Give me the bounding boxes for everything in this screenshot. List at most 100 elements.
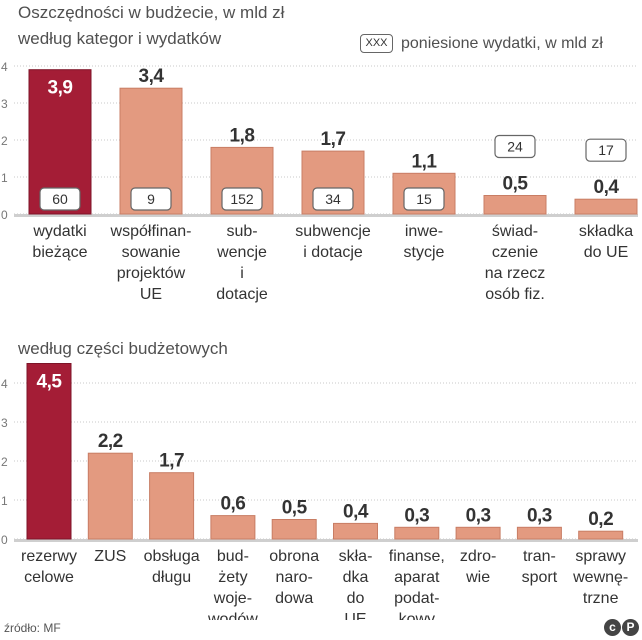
legend-box: XXX [360, 34, 393, 53]
category-label: osób fiz. [485, 286, 545, 303]
value-label: 0,2 [588, 509, 613, 530]
category-label: bud- [217, 548, 249, 565]
value-label: 0,4 [343, 501, 369, 522]
baseline [14, 214, 638, 217]
category-label: UE [140, 286, 162, 303]
category-label: obsługa [144, 548, 200, 565]
spent-box [39, 187, 81, 211]
category-label: rezerwy [21, 548, 77, 565]
chart-title: Oszczędności w budżecie, w mld zł [18, 3, 285, 22]
bar [333, 522, 378, 540]
spent-label: 152 [230, 191, 254, 207]
category-label: dotacje [216, 286, 268, 303]
logo-p: P [622, 619, 639, 636]
value-label: 0,5 [503, 174, 529, 195]
category-label: naro- [276, 569, 313, 586]
bar [578, 530, 624, 540]
value-label: 0,3 [404, 505, 429, 526]
source-note: źródło: MF [4, 621, 61, 635]
category-label: bieżące [32, 244, 87, 261]
value-label: 0,5 [282, 498, 308, 519]
spent-label: 15 [416, 191, 432, 207]
category-label: subwencje [295, 223, 371, 240]
spent-box [494, 134, 536, 159]
category-label: żety [218, 569, 247, 586]
value-label: 0,6 [220, 494, 245, 515]
y-tick-label: 4 [1, 377, 8, 391]
spent-label: 9 [147, 191, 155, 207]
value-label: 0,3 [527, 505, 552, 526]
spent-label: 24 [507, 139, 523, 155]
bar [87, 452, 133, 540]
category-label: UE [344, 611, 366, 620]
y-tick-label: 3 [1, 416, 8, 430]
y-tick-label: 1 [1, 171, 8, 185]
spent-box [130, 187, 172, 211]
category-label: współfinan- [110, 223, 192, 240]
category-label: stycje [404, 244, 445, 261]
category-label: dka [343, 569, 369, 586]
category-label: finanse, [389, 548, 445, 565]
bar [574, 198, 638, 215]
spent-box [312, 187, 354, 211]
category-label: zdro- [460, 548, 496, 565]
baseline [14, 539, 638, 542]
legend-label: poniesione wydatki, w mld zł [401, 34, 603, 52]
y-tick-label: 2 [1, 134, 8, 148]
category-label: długu [152, 569, 191, 586]
category-label: wydatki [32, 223, 86, 240]
spent-box [403, 187, 445, 211]
category-label: i dotacje [303, 244, 363, 261]
category-label: świad- [492, 223, 538, 240]
value-label: 1,7 [321, 129, 346, 150]
spent-label: 34 [325, 191, 341, 207]
bar [394, 526, 440, 540]
chart1-subtitle: według kategor i wydatków [18, 29, 222, 48]
category-label: wodów [207, 611, 258, 620]
logo-c: c [604, 619, 621, 636]
value-label: 1,7 [159, 451, 184, 472]
category-label: dowa [275, 590, 313, 607]
category-label: czenie [492, 244, 538, 261]
y-tick-label: 3 [1, 97, 8, 111]
category-label: ZUS [94, 548, 126, 565]
category-label: wencje [216, 244, 267, 261]
bar [483, 195, 547, 215]
category-label: wewnę- [572, 569, 628, 586]
category-label: do UE [584, 244, 628, 261]
category-label: trzne [583, 590, 619, 607]
category-label: aparat [394, 569, 440, 586]
value-label: 2,2 [98, 431, 123, 452]
category-label: tran- [523, 548, 556, 565]
value-label: 3,9 [48, 78, 73, 99]
spent-box [585, 138, 627, 162]
bar [455, 526, 501, 540]
category-label: sport [522, 569, 558, 586]
bar [26, 363, 72, 540]
category-label: sprawy [575, 548, 626, 565]
legend: XXX poniesione wydatki, w mld zł [360, 34, 603, 53]
category-label: kowy [399, 611, 435, 620]
spent-box [221, 187, 263, 211]
category-label: sub- [226, 223, 257, 240]
bar [149, 472, 195, 540]
bar [271, 519, 317, 540]
category-label: wie [465, 569, 490, 586]
value-label: 1,1 [412, 151, 438, 172]
category-label: sowanie [122, 244, 181, 261]
y-tick-label: 2 [1, 455, 8, 469]
category-label: celowe [24, 569, 74, 586]
pap-logo: c P [604, 618, 640, 637]
bar [516, 526, 562, 540]
category-label: i [240, 265, 244, 282]
category-label: skła- [339, 548, 373, 565]
value-label: 1,8 [230, 125, 255, 146]
chart2-subtitle: według części budżetowych [18, 339, 228, 358]
category-label: woje- [213, 590, 252, 607]
value-label: 0,4 [594, 177, 620, 198]
value-label: 4,5 [37, 372, 63, 393]
y-tick-label: 0 [1, 533, 8, 547]
value-label: 0,3 [466, 505, 491, 526]
category-label: na rzecz [485, 265, 545, 282]
category-label: projektów [117, 265, 186, 282]
